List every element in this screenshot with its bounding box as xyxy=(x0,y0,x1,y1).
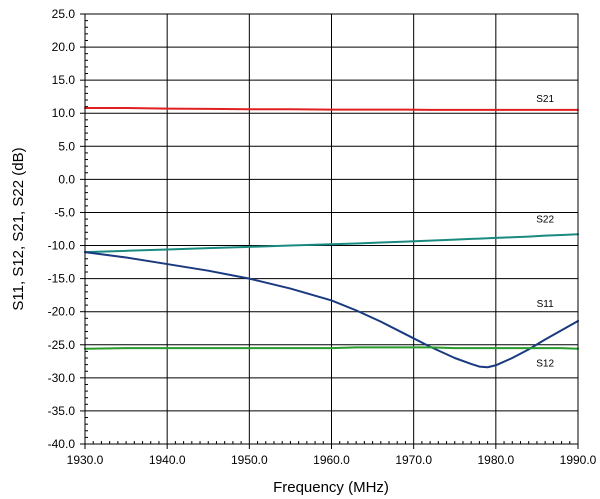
y-tick-label: -5.0 xyxy=(54,205,75,219)
y-tick-label: -35.0 xyxy=(48,404,76,418)
series-label-s21: S21 xyxy=(536,94,554,105)
x-tick-label: 1970.0 xyxy=(395,453,432,467)
y-tick-label: -25.0 xyxy=(48,338,76,352)
x-tick-label: 1950.0 xyxy=(231,453,268,467)
y-tick-label: 10.0 xyxy=(52,106,76,120)
y-tick-label: -15.0 xyxy=(48,272,76,286)
series-label-s11: S11 xyxy=(537,299,554,310)
y-tick-label: 5.0 xyxy=(58,139,75,153)
y-tick-label: -30.0 xyxy=(48,371,76,385)
y-tick-label: 20.0 xyxy=(52,40,76,54)
y-tick-label: -10.0 xyxy=(48,239,76,253)
y-tick-label: -40.0 xyxy=(48,437,76,451)
y-tick-label: 0.0 xyxy=(58,172,75,186)
y-axis-title: S11, S12, S21, S22 (dB) xyxy=(10,147,27,310)
series-label-s22: S22 xyxy=(536,214,554,225)
x-axis-title: Frequency (MHz) xyxy=(273,479,389,496)
series-line-s12 xyxy=(85,347,578,348)
y-tick-label: -20.0 xyxy=(48,305,76,319)
x-tick-label: 1960.0 xyxy=(313,453,350,467)
x-tick-labels: 1930.0 1940.0 1950.0 1960.0 1970.0 1980.0 1990… xyxy=(67,453,597,467)
x-tick-label: 1940.0 xyxy=(149,453,186,467)
x-tick-label: 1990.0 xyxy=(560,453,597,467)
x-tick-label: 1930.0 xyxy=(67,453,104,467)
series-label-s12: S12 xyxy=(536,359,554,370)
y-tick-label: 15.0 xyxy=(52,73,76,87)
x-tick-label: 1980.0 xyxy=(477,453,514,467)
y-tick-label: 25.0 xyxy=(52,7,76,21)
y-tick-labels: 25.0 20.0 15.0 10.0 5.0 0.0 -5.0 -10.0 -15.0 -20.… xyxy=(48,7,76,451)
